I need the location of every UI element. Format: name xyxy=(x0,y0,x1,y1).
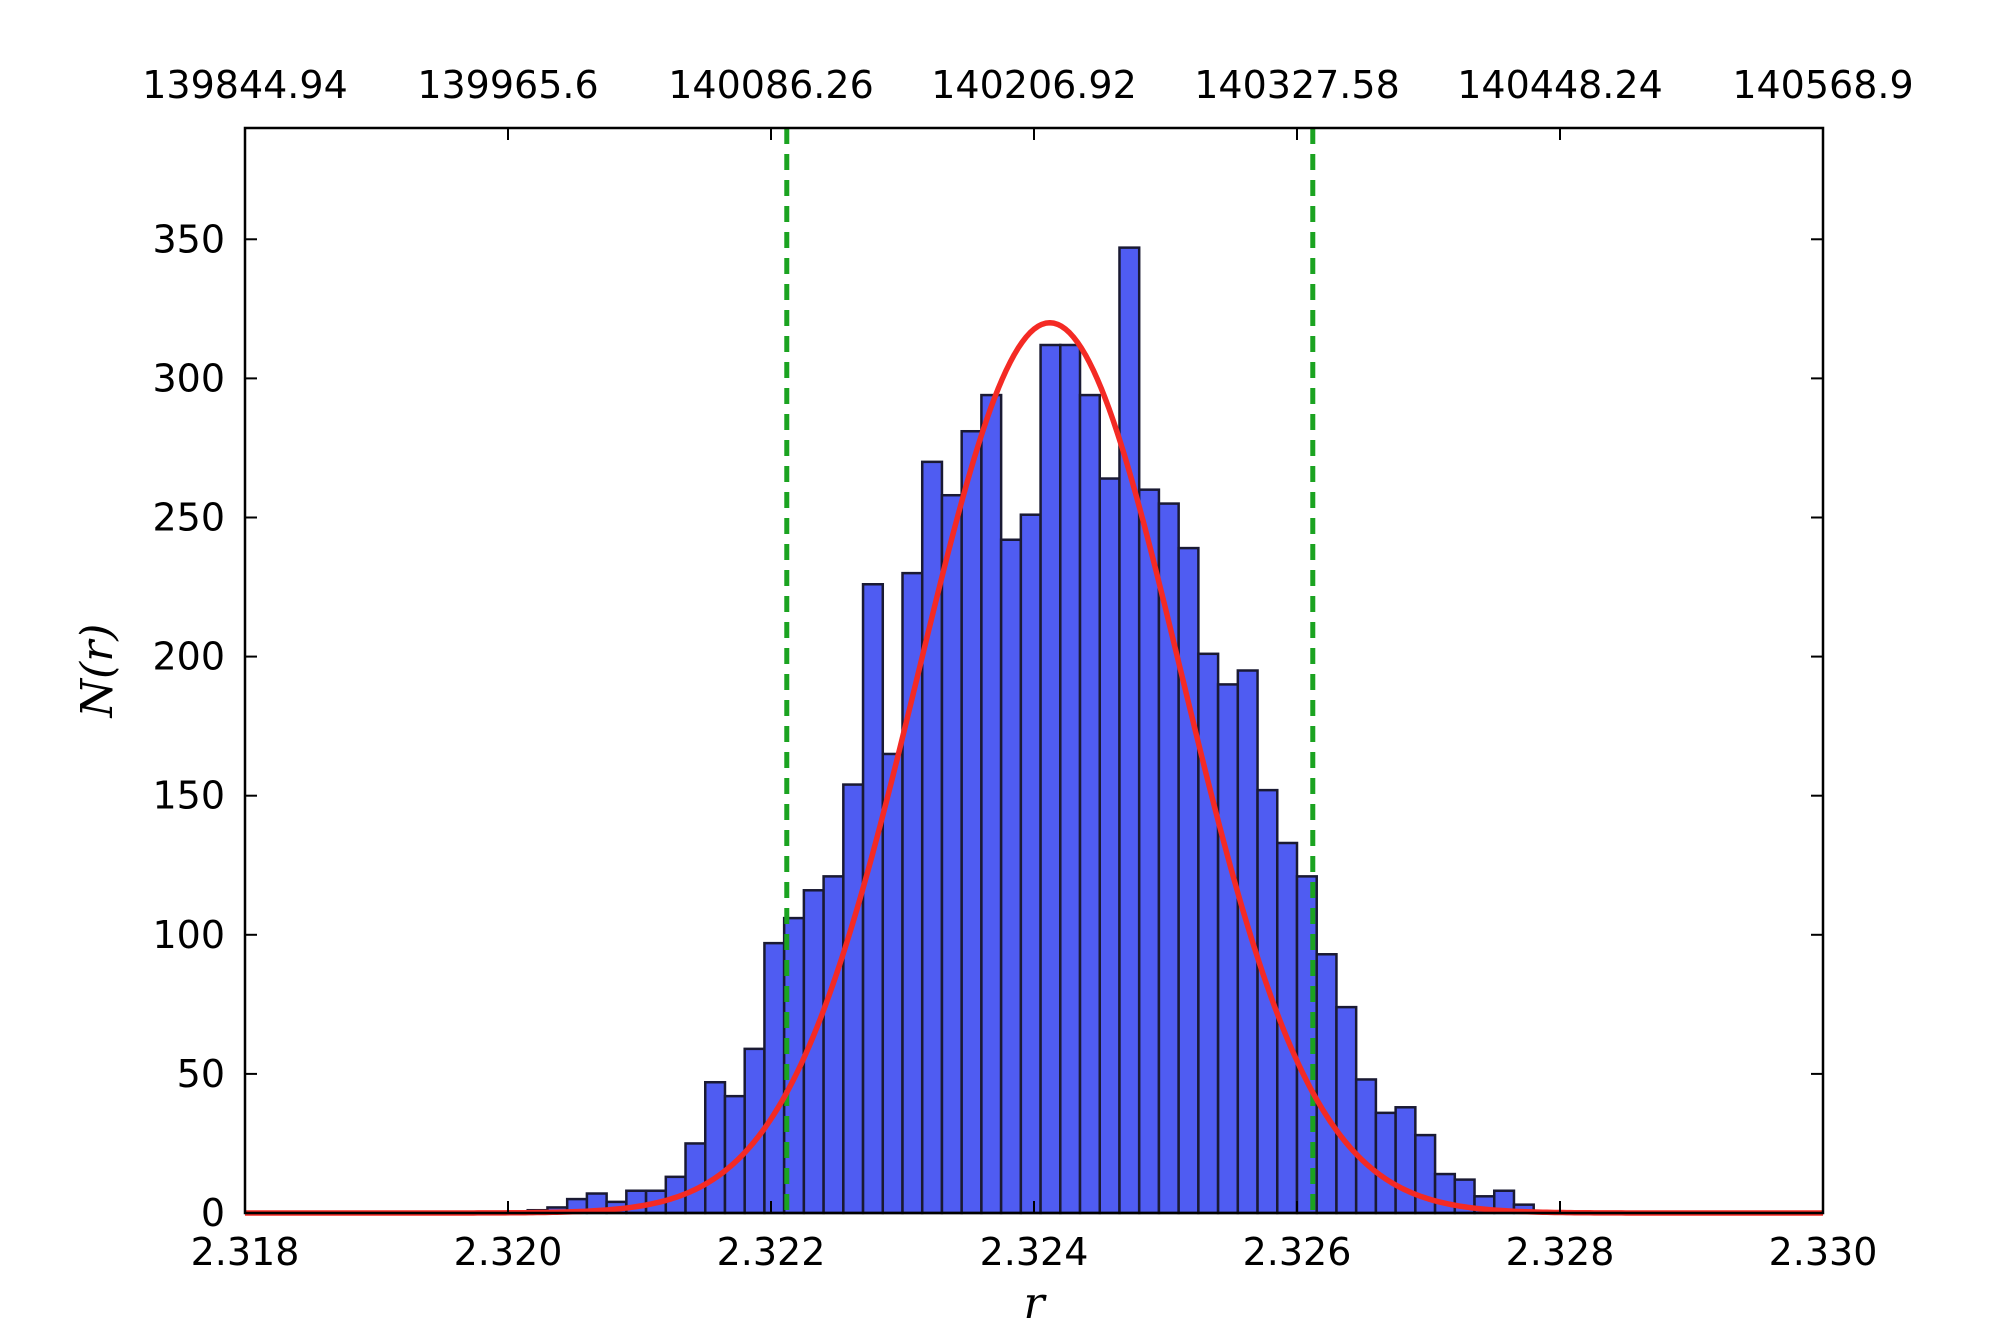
histogram-bar xyxy=(1335,1005,1358,1215)
y-tick-label: 300 xyxy=(152,356,225,400)
x-tick-label: 2.318 xyxy=(191,1230,300,1274)
histogram-bar xyxy=(1157,502,1180,1215)
x-tick-label: 2.330 xyxy=(1769,1230,1878,1274)
y-tick-label: 100 xyxy=(152,913,225,957)
histogram-bar xyxy=(1177,546,1200,1215)
histogram-bar xyxy=(1059,343,1082,1215)
histogram-bar xyxy=(960,429,983,1215)
axis-ticks xyxy=(244,128,1824,1214)
histogram-bar xyxy=(1039,343,1062,1215)
top-tick-label: 139844.94 xyxy=(142,63,348,107)
histogram-bar xyxy=(1118,246,1141,1215)
x-tick-label: 2.320 xyxy=(454,1230,563,1274)
histogram-bar xyxy=(1019,513,1042,1215)
histogram-bar xyxy=(1197,652,1220,1215)
top-tick-label: 140568.9 xyxy=(1732,63,1913,107)
histogram-bars xyxy=(526,246,1535,1215)
x-tick-label: 2.322 xyxy=(717,1230,826,1274)
x-tick-label: 2.328 xyxy=(1506,1230,1615,1274)
y-tick-label: 0 xyxy=(201,1191,225,1235)
histogram-bar xyxy=(763,941,786,1215)
histogram-bar xyxy=(940,493,963,1215)
histogram-bar xyxy=(704,1080,727,1215)
histogram-bar xyxy=(1137,488,1161,1215)
histogram-bar xyxy=(1374,1111,1397,1215)
tick-labels: 2.318 2.320 2.322 2.324 2.326 2.328 2.330 13984… xyxy=(142,63,1913,1274)
histogram-bar xyxy=(881,752,904,1215)
histogram-bar xyxy=(822,875,845,1215)
x-tick-label: 2.326 xyxy=(1243,1230,1352,1274)
histogram-bar xyxy=(999,538,1023,1215)
top-tick-label: 139965.6 xyxy=(417,63,598,107)
y-tick-label: 200 xyxy=(152,635,225,679)
y-tick-label: 150 xyxy=(152,774,225,818)
histogram-bar xyxy=(861,583,885,1215)
histogram-bar xyxy=(1354,1078,1378,1215)
histogram-bar xyxy=(1315,953,1338,1215)
histogram-bar xyxy=(920,460,944,1215)
y-tick-label: 50 xyxy=(177,1052,225,1096)
x-tick-label: 2.324 xyxy=(980,1230,1089,1274)
histogram-bar xyxy=(1394,1106,1417,1215)
top-tick-label: 140086.26 xyxy=(668,63,874,107)
histogram-bar xyxy=(980,393,1003,1215)
y-tick-label: 350 xyxy=(152,217,225,261)
top-tick-label: 140448.24 xyxy=(1457,63,1663,107)
histogram-bar xyxy=(684,1142,707,1215)
histogram-bar xyxy=(1098,477,1121,1215)
histogram-bar xyxy=(1216,683,1240,1215)
histogram-bar xyxy=(842,783,865,1215)
top-tick-label: 140206.92 xyxy=(931,63,1137,107)
x-axis-label: r xyxy=(1023,1278,1047,1328)
histogram-bar xyxy=(1078,393,1102,1215)
y-axis-label: N(r) xyxy=(72,624,123,719)
y-tick-label: 250 xyxy=(152,495,225,539)
top-tick-label: 140327.58 xyxy=(1194,63,1400,107)
